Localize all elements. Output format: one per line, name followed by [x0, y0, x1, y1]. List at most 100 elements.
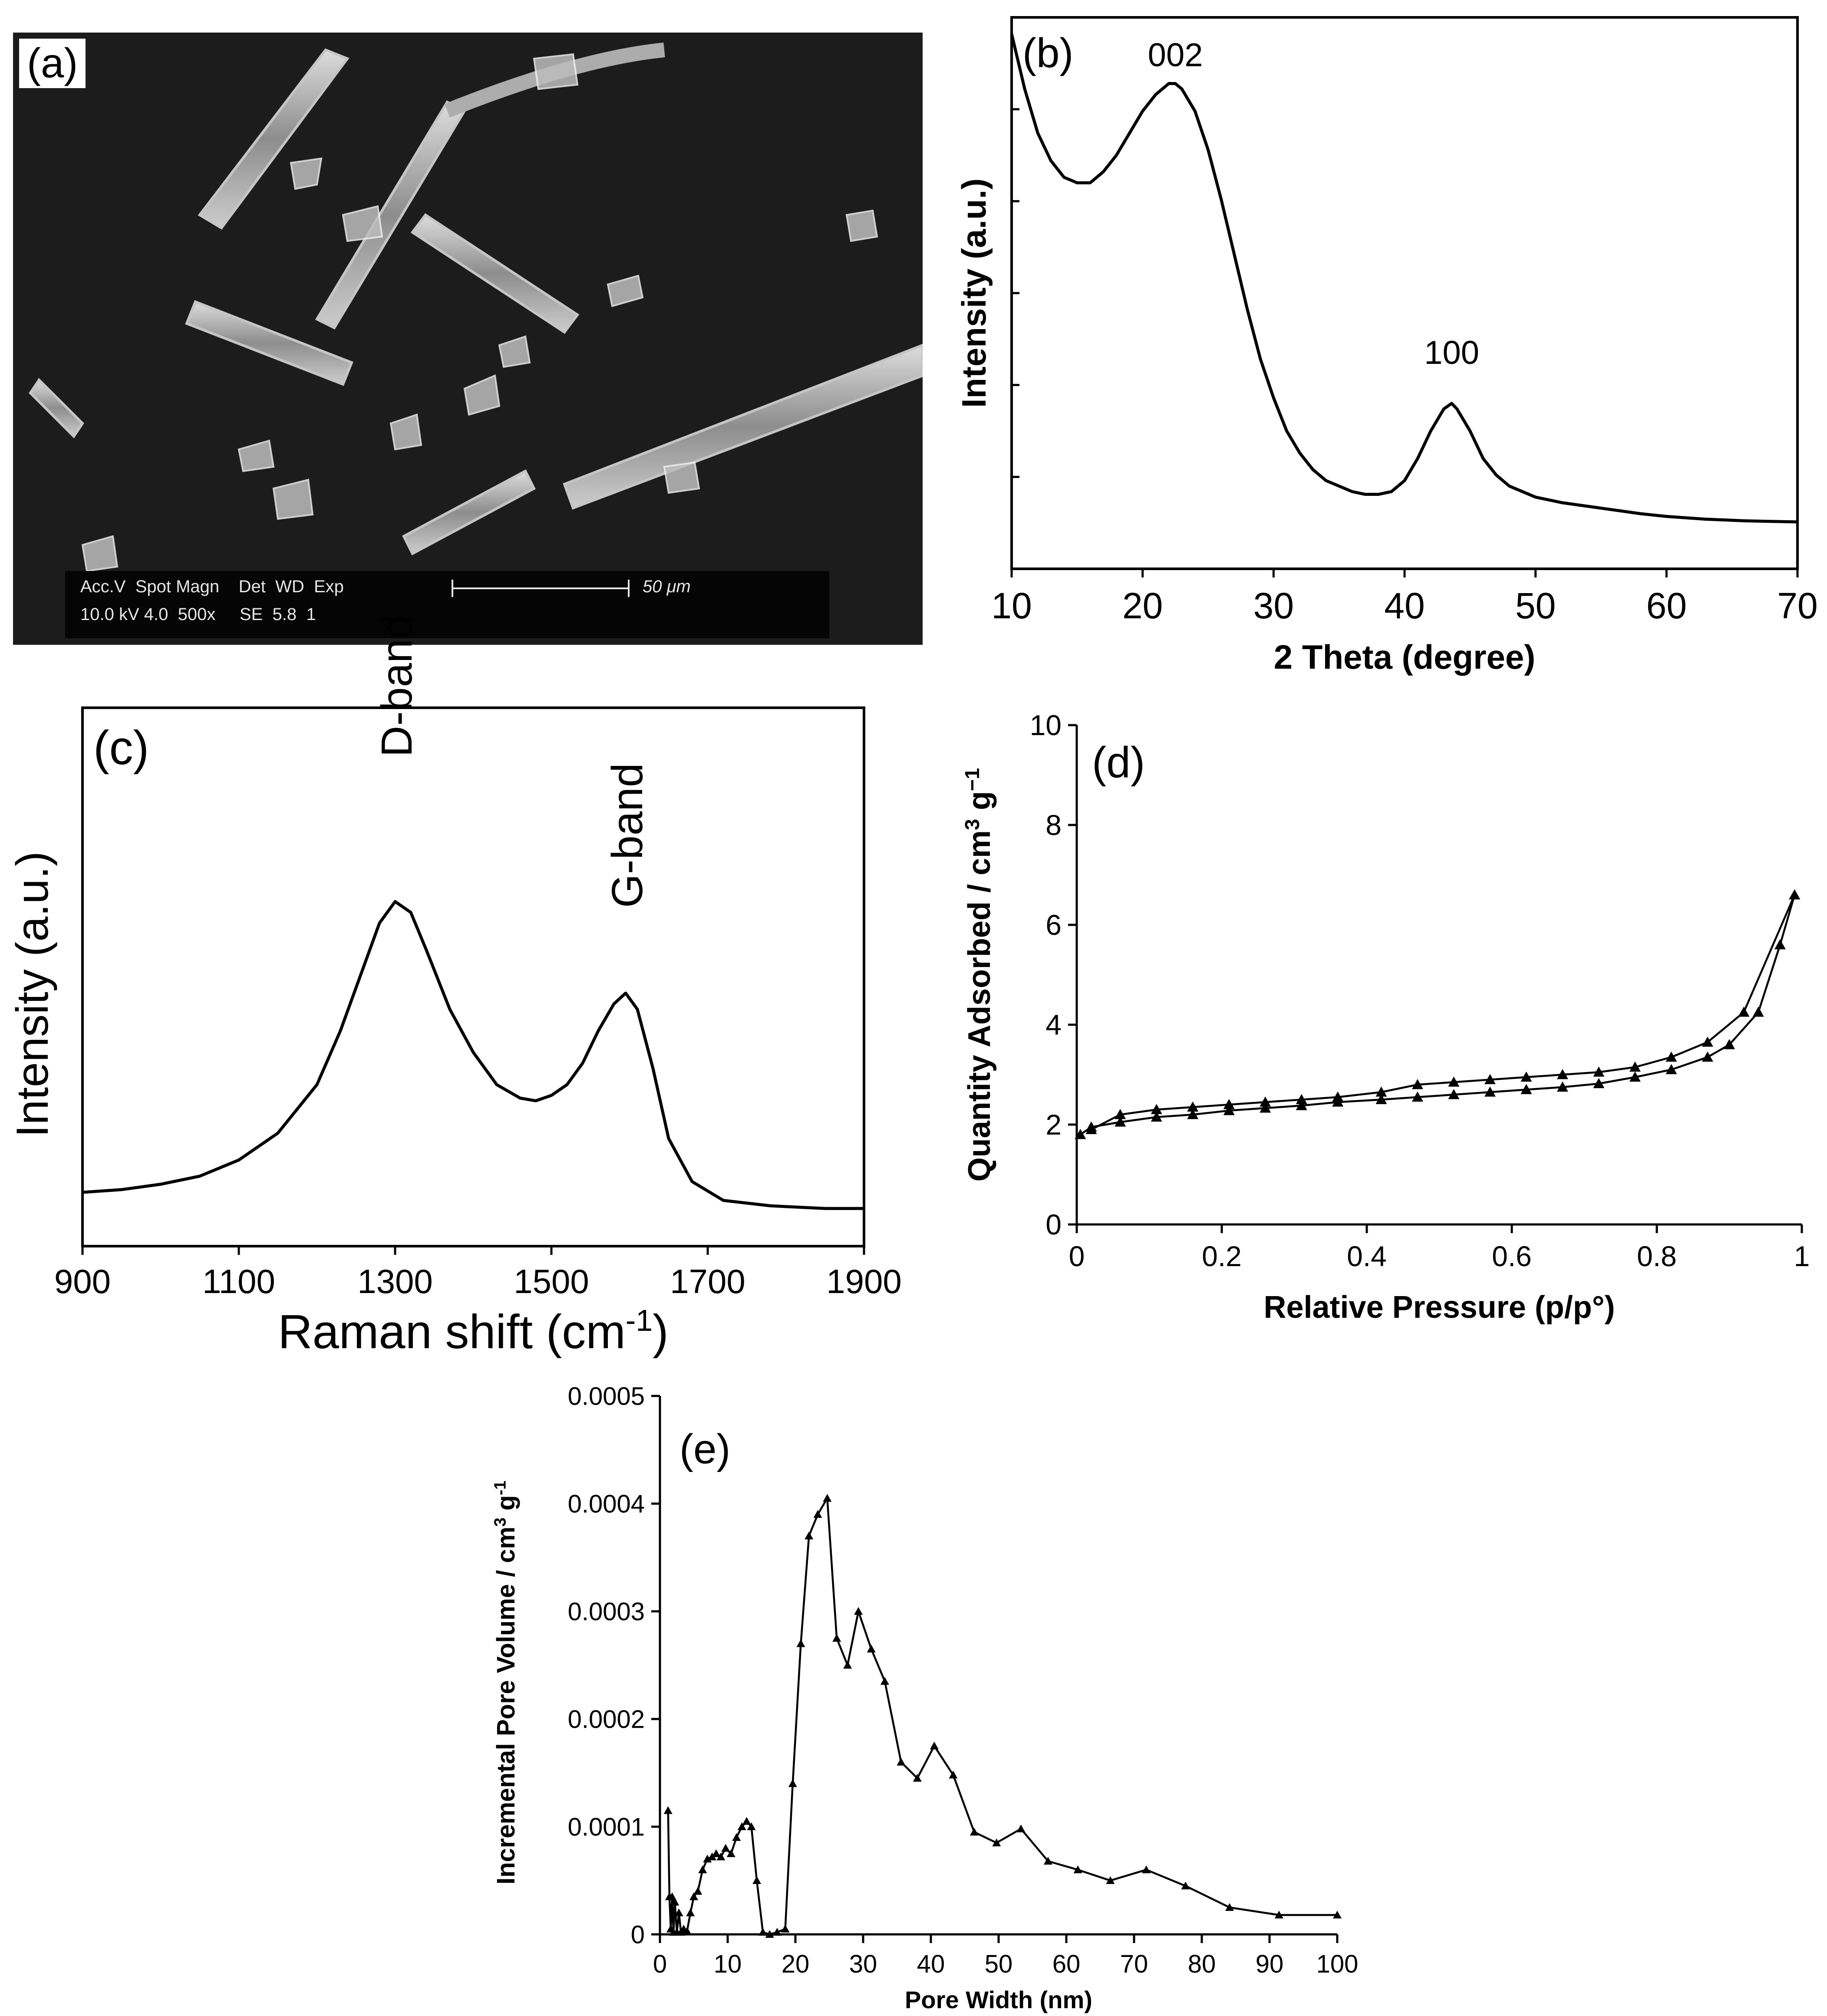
- data-point: [683, 1927, 692, 1935]
- x-tick-label: 0.6: [1492, 1240, 1532, 1272]
- data-point: [1484, 1086, 1496, 1097]
- label-mid: g: [962, 791, 997, 819]
- data-point: [1375, 1094, 1387, 1104]
- data-point: [1016, 1824, 1026, 1832]
- data-point: [796, 1639, 805, 1647]
- data-point: [1448, 1076, 1460, 1087]
- x-tick-label: 1300: [357, 1262, 433, 1300]
- data-point: [1274, 1910, 1283, 1919]
- series-line-series-1: [1010, 33, 1798, 524]
- y-tick-label: 10: [1030, 709, 1062, 741]
- data-point: [813, 1510, 822, 1518]
- peak-label: 002: [1148, 36, 1203, 73]
- data-point: [712, 1849, 721, 1857]
- data-point: [1115, 1116, 1126, 1127]
- plot-frame: [1010, 16, 1799, 570]
- scale-bar: [452, 587, 630, 589]
- x-tick-label: 40: [1384, 585, 1425, 626]
- scale-bar-label: 50 μm: [643, 577, 691, 596]
- data-point: [1665, 1064, 1677, 1074]
- data-point: [1073, 1865, 1082, 1874]
- x-tick-label: 70: [1777, 585, 1817, 626]
- sem-image-panel: (a) Acc.V Spot Magn Det WD Exp 10.0 kV 4…: [13, 33, 923, 645]
- data-point: [1151, 1111, 1162, 1122]
- y-tick-label: 0.0002: [568, 1705, 645, 1733]
- x-tick-label: 10: [991, 585, 1032, 626]
- data-point: [1738, 1006, 1750, 1017]
- data-point: [765, 1930, 774, 1938]
- y-axis-label: Intensity (a.u.): [955, 178, 993, 408]
- data-point: [1225, 1903, 1234, 1911]
- x-tick-label: 20: [782, 1950, 810, 1978]
- data-point: [1520, 1084, 1532, 1094]
- data-point: [759, 1928, 768, 1936]
- x-axis-label: Relative Pressure (p/p°): [1263, 1290, 1615, 1325]
- y-tick-label: 4: [1045, 1009, 1062, 1041]
- data-point: [703, 1854, 712, 1863]
- data-point: [1181, 1881, 1190, 1890]
- plot-frame: [81, 706, 865, 1247]
- label-text: Incremental Pore Volume / cm: [492, 1527, 520, 1884]
- data-point: [1411, 1079, 1423, 1089]
- x-label-end: ): [653, 1305, 669, 1359]
- data-point: [1296, 1094, 1307, 1104]
- label-sup: 3: [961, 819, 983, 830]
- sem-info-header: Acc.V Spot Magn Det WD Exp: [80, 577, 344, 596]
- data-point: [1752, 1006, 1764, 1017]
- sem-fragments: [81, 53, 878, 572]
- x-tick-label: 0: [1069, 1240, 1085, 1272]
- data-point: [1187, 1109, 1199, 1119]
- data-point: [689, 1892, 698, 1901]
- label-sup: -1: [491, 1481, 509, 1495]
- y-tick-label: 0.0004: [568, 1490, 645, 1518]
- x-tick-label: 20: [1122, 585, 1163, 626]
- data-point: [726, 1849, 735, 1857]
- data-point: [1223, 1099, 1235, 1109]
- data-point: [732, 1833, 741, 1841]
- y-tick-label: 0.0005: [568, 1382, 645, 1410]
- y-tick-label: 2: [1045, 1109, 1062, 1141]
- chart-panel-b: 10 20 30 40 50 60 70 002 100 (b) 2 Theta (degree) I…: [955, 16, 1818, 676]
- scale-bar-tick-right: [628, 580, 630, 597]
- data-point: [832, 1634, 841, 1642]
- data-point: [867, 1644, 876, 1653]
- data-point: [1085, 1124, 1097, 1134]
- data-point: [1332, 1091, 1344, 1102]
- data-point: [823, 1494, 832, 1502]
- data-point: [708, 1852, 717, 1861]
- data-point: [1296, 1100, 1307, 1110]
- series-line-series-1: [82, 900, 864, 1210]
- data-point: [698, 1865, 707, 1874]
- x-tick-label: 80: [1188, 1950, 1216, 1978]
- panel-label-e: (e): [679, 1426, 730, 1472]
- panel-label-a: (a): [19, 39, 86, 88]
- data-point: [1629, 1061, 1641, 1072]
- data-point: [1702, 1051, 1713, 1062]
- data-point: [843, 1661, 852, 1669]
- sem-micrograph: [13, 33, 923, 645]
- x-tick-label: 900: [54, 1262, 111, 1300]
- data-point: [1593, 1066, 1605, 1077]
- x-tick-label: 90: [1256, 1950, 1284, 1978]
- x-tick-label: 0.4: [1347, 1240, 1387, 1272]
- data-point: [949, 1770, 958, 1778]
- x-tick-label: 1500: [514, 1262, 589, 1300]
- data-point: [686, 1908, 695, 1917]
- data-point: [1260, 1102, 1271, 1113]
- data-point: [1557, 1081, 1568, 1092]
- data-point: [1411, 1091, 1423, 1102]
- panel-label-d: (d): [1092, 738, 1145, 787]
- x-tick-label: 50: [1515, 585, 1556, 626]
- data-point: [752, 1876, 762, 1884]
- data-point: [1142, 1865, 1151, 1874]
- data-point: [1375, 1086, 1387, 1097]
- y-tick-label: 6: [1045, 909, 1062, 941]
- x-tick-label: 60: [1646, 585, 1687, 626]
- label-sup: 3: [491, 1518, 509, 1527]
- data-point: [970, 1828, 979, 1836]
- x-tick-label: 70: [1120, 1950, 1148, 1978]
- x-axis-label: Raman shift (cm-1): [278, 1303, 669, 1359]
- data-point: [1593, 1078, 1605, 1089]
